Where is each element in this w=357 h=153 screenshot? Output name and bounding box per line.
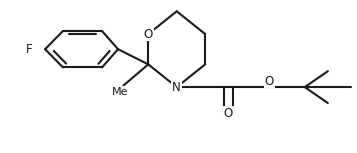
Text: O: O [224, 107, 233, 120]
Text: N: N [172, 81, 181, 94]
Text: O: O [144, 28, 153, 41]
Text: F: F [26, 43, 32, 56]
Text: Me: Me [112, 87, 128, 97]
Text: O: O [265, 75, 274, 88]
